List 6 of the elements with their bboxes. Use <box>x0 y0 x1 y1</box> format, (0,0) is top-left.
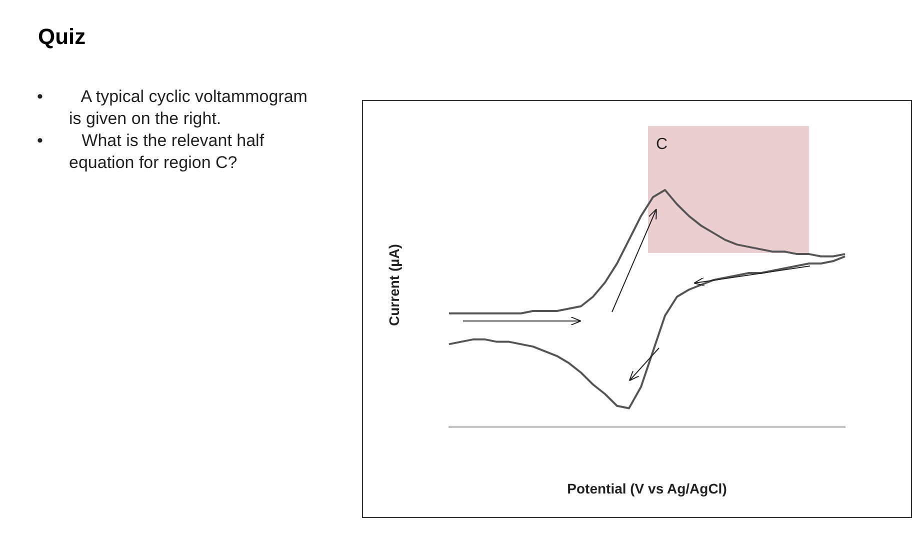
text: C <box>656 136 668 154</box>
text: Quiz <box>38 24 86 50</box>
y-axis-title: Current (µA) <box>386 244 402 326</box>
text: • A typical cyclic voltammogram is given on the right. <box>37 86 308 130</box>
text: • What is the relevant half equation for region C? <box>37 130 266 174</box>
x-axis-title: Potential (V vs Ag/AgCl) <box>567 480 727 496</box>
